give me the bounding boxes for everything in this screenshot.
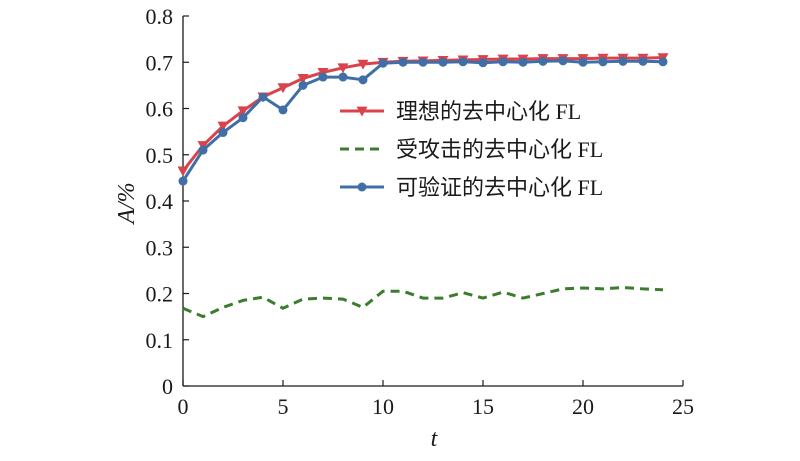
y-tick-label: 0.1: [146, 328, 174, 353]
legend-marker: [356, 106, 368, 117]
series-3: [178, 56, 668, 186]
y-tick-label: 0.3: [146, 235, 174, 260]
data-point: [618, 56, 628, 66]
data-point: [258, 92, 268, 102]
y-tick-label: 0: [162, 374, 173, 399]
data-point: [177, 166, 189, 177]
data-point: [217, 121, 229, 132]
x-axis-label: t: [431, 426, 439, 452]
data-point: [238, 113, 248, 123]
data-point: [598, 57, 608, 67]
data-point: [558, 56, 568, 66]
data-point: [237, 106, 249, 117]
x-tick-label: 25: [672, 394, 694, 419]
data-point: [418, 57, 428, 67]
y-tick-label: 0.4: [146, 189, 174, 214]
series-2: [182, 286, 664, 319]
y-tick-label: 0.2: [146, 282, 174, 307]
y-tick-label: 0.6: [146, 97, 174, 122]
data-point: [478, 58, 488, 68]
data-point: [198, 145, 208, 155]
x-tick-label: 5: [278, 394, 289, 419]
legend-label: 受攻击的去中心化 FL: [396, 137, 603, 162]
data-point: [358, 75, 368, 85]
data-point: [438, 57, 448, 67]
data-point: [357, 59, 369, 70]
legend-item: 可验证的去中心化 FL: [340, 175, 603, 200]
legend-label: 理想的去中心化 FL: [396, 99, 581, 124]
x-tick-label: 0: [178, 394, 189, 419]
data-point: [398, 57, 408, 67]
y-tick-label: 0.7: [146, 50, 174, 75]
x-tick-label: 10: [372, 394, 394, 419]
data-point: [518, 57, 528, 67]
legend-item: 受攻击的去中心化 FL: [340, 137, 603, 162]
data-point: [218, 128, 228, 138]
x-tick-label: 15: [472, 394, 494, 419]
data-point: [277, 83, 289, 94]
data-point: [578, 57, 588, 67]
data-point: [337, 63, 349, 74]
data-point: [297, 74, 309, 84]
data-point: [298, 80, 308, 90]
data-point: [318, 72, 328, 82]
series-layer: [177, 53, 669, 319]
data-point: [378, 58, 388, 68]
data-point: [458, 57, 468, 67]
y-tick-label: 0.5: [146, 143, 174, 168]
y-axis-label: A/%: [114, 182, 140, 225]
y-tick-label: 0.8: [146, 4, 174, 29]
series-line: [182, 286, 664, 319]
legend-marker: [357, 182, 367, 192]
data-point: [178, 176, 188, 186]
data-point: [498, 57, 508, 67]
data-point: [338, 72, 348, 82]
x-tick-label: 20: [572, 394, 594, 419]
legend-label: 可验证的去中心化 FL: [396, 175, 603, 200]
data-point: [638, 56, 648, 66]
data-point: [538, 56, 548, 66]
data-point: [658, 57, 668, 67]
legend-item: 理想的去中心化 FL: [340, 99, 581, 124]
axes: 0 0.1 0.2 0.3 0.4 0.5 0.6 0.7 0.8 0 5 10 15 20 25: [146, 4, 695, 419]
legend: 理想的去中心化 FL 受攻击的去中心化 FL 可验证的去中心化 FL: [340, 99, 603, 200]
data-point: [278, 105, 288, 115]
